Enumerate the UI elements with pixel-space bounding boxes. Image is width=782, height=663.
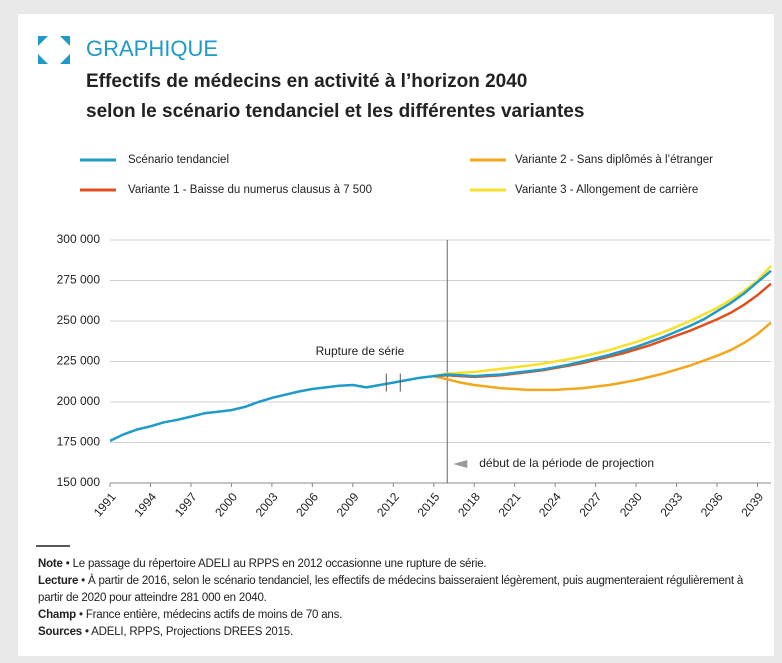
bullet: • bbox=[81, 626, 92, 638]
kicker: GRAPHIQUE bbox=[86, 36, 218, 61]
note-text: France entière, médecins actifs de moins… bbox=[85, 609, 343, 621]
note: Sources • ADELI, RPPS, Projections DREES… bbox=[38, 624, 758, 641]
bullet: • bbox=[75, 609, 86, 621]
note: Lecture • À partir de 2016, selon le scé… bbox=[38, 573, 758, 607]
break-annotation: Rupture de série bbox=[316, 344, 405, 358]
title-line: selon le scénario tendanciel et les diff… bbox=[86, 101, 584, 122]
y-tick-label: 250 000 bbox=[57, 313, 101, 327]
legend-label: Variante 3 - Allongement de carrière bbox=[515, 184, 698, 196]
legend-label: Scénario tendanciel bbox=[128, 154, 229, 166]
projection-arrow bbox=[453, 460, 468, 468]
projection-annotation: début de la période de projection bbox=[479, 456, 654, 470]
note-label: Champ bbox=[38, 609, 76, 621]
y-tick-label: 175 000 bbox=[57, 435, 101, 449]
card bbox=[18, 14, 774, 656]
note-text: À partir de 2016, selon le scénario tend… bbox=[38, 575, 744, 604]
note-text: Le passage du répertoire ADELI au RPPS e… bbox=[72, 558, 487, 570]
y-tick-label: 200 000 bbox=[57, 394, 101, 408]
y-tick-label: 150 000 bbox=[57, 475, 101, 489]
y-tick-label: 225 000 bbox=[57, 354, 101, 368]
note-label: Sources bbox=[38, 626, 82, 638]
legend-label: Variante 2 - Sans diplômés à l’étranger bbox=[515, 154, 713, 166]
note-text: ADELI, RPPS, Projections DREES 2015. bbox=[91, 626, 293, 638]
y-tick-label: 275 000 bbox=[57, 273, 101, 287]
icon bbox=[38, 36, 70, 64]
series-line bbox=[109, 269, 772, 443]
legend-label: Variante 1 - Baisse du numerus clausus à… bbox=[128, 184, 372, 196]
series-line bbox=[433, 321, 772, 392]
title-line: Effectifs de médecins en activité à l’ho… bbox=[86, 71, 527, 92]
note-label: Note bbox=[38, 558, 63, 570]
y-tick-label: 300 000 bbox=[57, 232, 101, 246]
notes: Note • Le passage du répertoire ADELI au… bbox=[38, 556, 758, 641]
series-line bbox=[433, 265, 772, 378]
bullet: • bbox=[78, 575, 88, 587]
note-label: Lecture bbox=[38, 575, 79, 587]
note: Champ • France entière, médecins actifs … bbox=[38, 607, 758, 624]
bullet: • bbox=[62, 558, 73, 570]
note: Note • Le passage du répertoire ADELI au… bbox=[38, 556, 758, 573]
